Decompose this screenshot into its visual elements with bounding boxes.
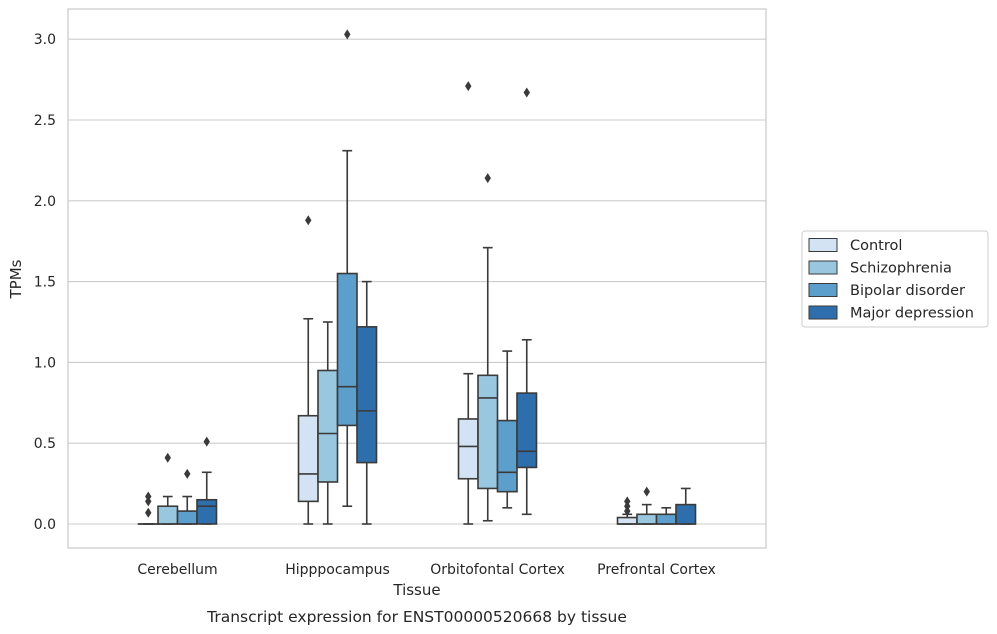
box-iqr [675,503,697,525]
y-axis-title: TPMs [7,259,25,299]
box-major-depression [196,436,218,525]
box-iqr [317,369,339,483]
outlier-point [203,436,210,447]
box-iqr [297,414,319,503]
chart-caption: Transcript expression for ENST0000052066… [206,608,627,626]
box-iqr [516,392,538,469]
outlier-point [484,173,491,184]
box-major-depression [516,87,538,516]
x-tick-label: Orbitofontal Cortex [430,562,565,578]
box-major-depression [675,487,697,525]
x-tick-label: Prefrontal Cortex [597,562,716,578]
box-bipolar-disorder [496,350,518,509]
outlier-point [184,468,191,479]
box-control [297,215,319,525]
legend-swatch [808,260,838,275]
box-bipolar-disorder [336,29,358,508]
legend-label: Control [850,238,902,254]
box-iqr [196,498,218,525]
box-schizophrenia [477,173,499,522]
outlier-point [624,496,631,507]
box-iqr [616,516,638,525]
outlier-point [465,81,472,92]
box-iqr [655,513,677,525]
box-iqr [457,418,479,480]
box-iqr [496,419,518,493]
box-control [457,81,479,525]
y-tick-label: 1.0 [34,355,56,371]
legend-swatch [808,238,838,252]
legend-label: Schizophrenia [850,261,952,277]
box-iqr [176,510,198,525]
outlier-point [523,87,530,98]
box-iqr [157,505,179,525]
legend-swatch [808,305,838,320]
box-iqr [636,513,658,525]
x-tick-label: Cerebellum [137,562,217,578]
y-tick-label: 2.5 [34,113,56,129]
outlier-point [145,507,152,518]
legend-items: Control Schizophrenia Bipolar disorder Majo… [808,238,974,322]
plot-frame [67,8,767,549]
box-iqr [356,326,378,464]
grid-layer [68,38,766,525]
box-schizophrenia [317,321,339,525]
legend-frame [801,230,989,328]
y-tick-label: 3.0 [34,32,56,48]
y-tick-label: 0.0 [34,517,56,533]
box-control [616,496,638,525]
outlier-point [344,29,351,40]
y-axis-ticks: 0.0 0.5 1.0 1.5 2.0 2.5 3.0 [34,32,56,533]
x-axis-ticks: Cerebellum Hipppocampus Orbitofontal Corte… [137,562,715,578]
box-schizophrenia [636,486,658,525]
box-control [137,491,159,525]
boxes-layer [137,29,697,525]
box-schizophrenia [157,452,179,525]
box-major-depression [356,280,378,525]
legend-label: Bipolar disorder [850,283,965,299]
box-bipolar-disorder [655,507,677,525]
outlier-point [305,215,312,226]
y-tick-label: 1.5 [34,275,56,291]
y-tick-label: 2.0 [34,194,56,210]
box-iqr [477,374,499,490]
y-tick-label: 0.5 [34,436,56,452]
outlier-point [145,491,152,502]
box-iqr [336,272,358,427]
outlier-point [643,486,650,497]
x-axis-title: Tissue [392,581,440,599]
outlier-point [164,452,171,463]
x-tick-label: Hipppocampus [285,562,390,578]
legend-label: Major depression [850,306,974,322]
legend: Control Schizophrenia Bipolar disorder Majo… [801,230,989,328]
legend-swatch [808,283,838,297]
box-bipolar-disorder [176,468,198,525]
